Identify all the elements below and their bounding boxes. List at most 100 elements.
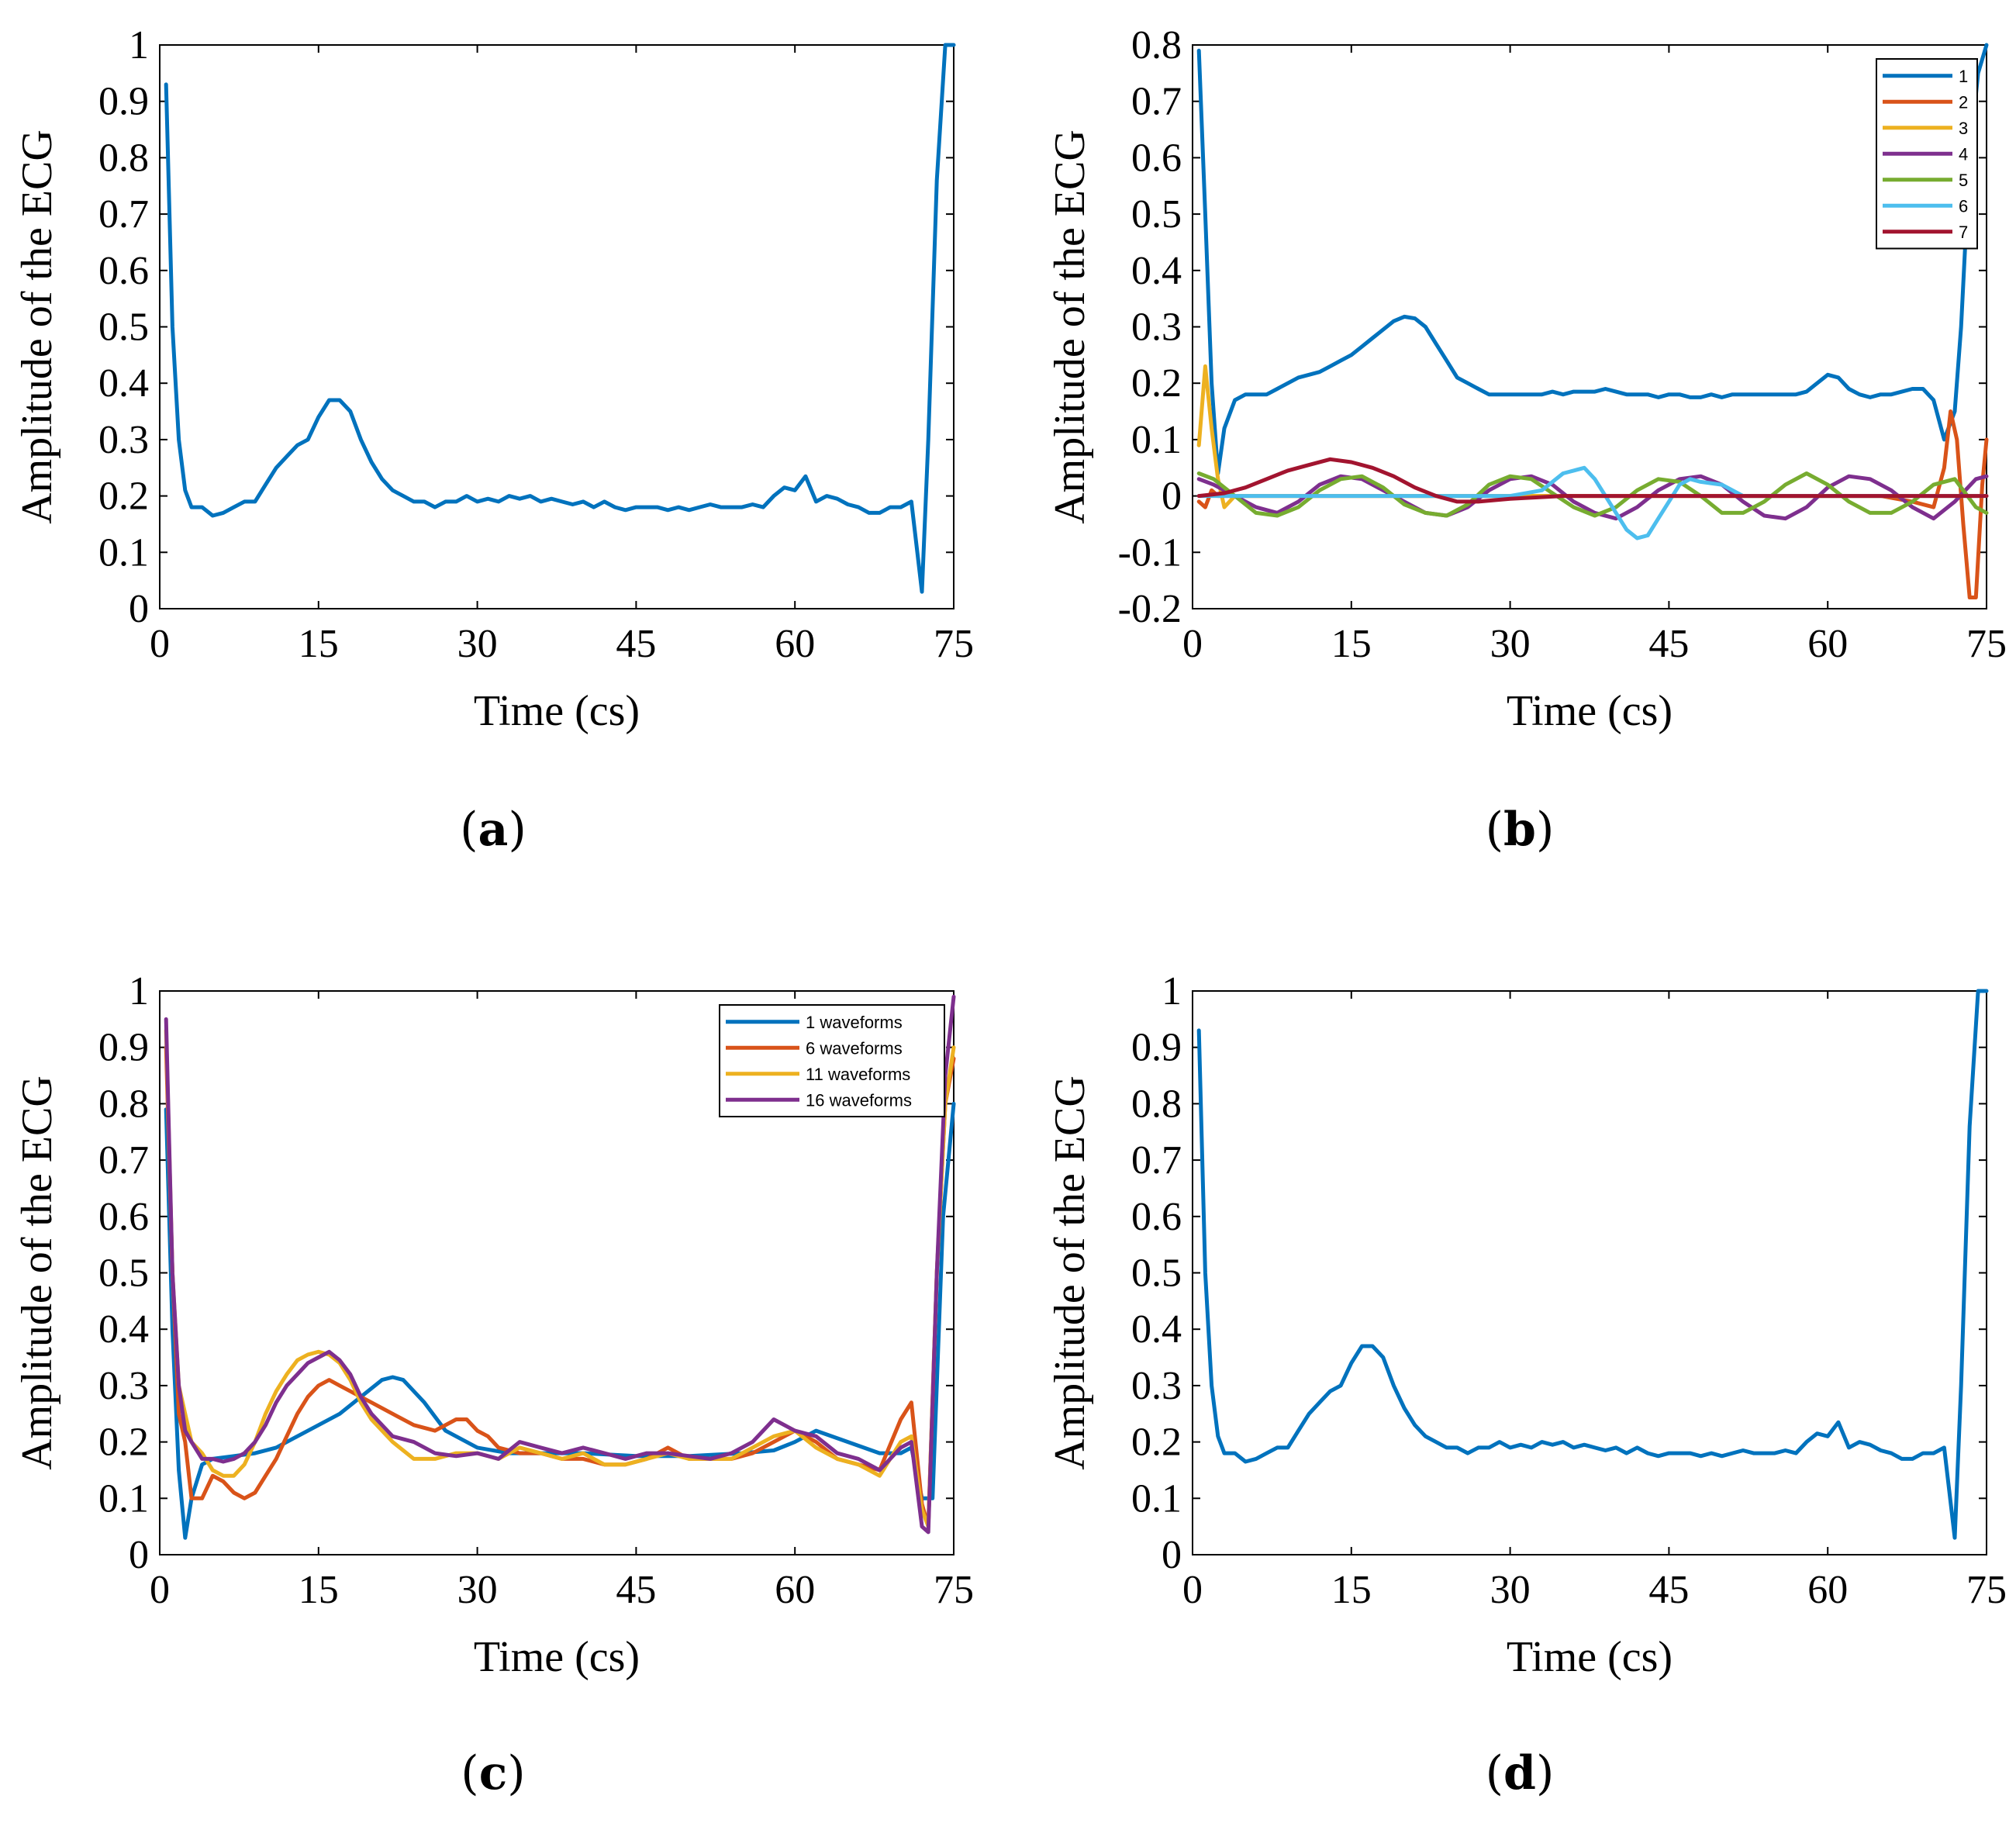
chart-b-legend-label-3: 3 bbox=[1959, 119, 1968, 138]
chart-d-ytick-label: 0.6 bbox=[1131, 1195, 1182, 1239]
chart-b-ytick-label: 0 bbox=[1162, 475, 1182, 519]
chart-b-legend-label-4: 4 bbox=[1959, 144, 1968, 164]
chart-b-ytick-label: 0.2 bbox=[1131, 361, 1182, 406]
chart-b-series-line-7 bbox=[1196, 457, 1989, 504]
chart-c-series-line-1 bbox=[164, 1101, 956, 1540]
chart-b-ytick-label: 0.8 bbox=[1131, 23, 1182, 67]
chart-c-ytick-label: 0.3 bbox=[98, 1364, 149, 1408]
caption-c: (c) bbox=[461, 1746, 526, 1801]
chart-a-svg: 0 0.1 0.2 0.3 0.4 0.5 0.6 0.7 0.8 0.9 1 0 15 30 45 60 75… bbox=[13, 23, 974, 735]
chart-b-svg: -0.2-0.100.10.20.30.40.50.60.70.80 15 30 45… bbox=[1046, 23, 2007, 735]
chart-c-svg: 0 0.1 0.2 0.3 0.4 0.5 0.6 0.7 0.8 0.9 1 0 15 30 45 60 75… bbox=[13, 969, 974, 1681]
chart-c-xtick-label: 75 bbox=[934, 1568, 974, 1612]
chart-a-xtick-label: 45 bbox=[616, 622, 656, 666]
chart-d-ytick-label: 0.8 bbox=[1131, 1082, 1182, 1126]
chart-d-xtick-label: 15 bbox=[1331, 1568, 1372, 1612]
chart-d-ytick-label: 0.4 bbox=[1131, 1307, 1182, 1352]
chart-a-ytick-label: 0.2 bbox=[98, 475, 149, 519]
chart-d-ytick-label: 0.1 bbox=[1131, 1476, 1182, 1521]
chart-b-series-line-2 bbox=[1196, 409, 1989, 599]
chart-d-ytick-label: 0 bbox=[1162, 1533, 1182, 1577]
chart-a-ytick-label: 0 bbox=[129, 587, 149, 631]
chart-c-ytick-label: 0.5 bbox=[98, 1252, 149, 1296]
chart-b-ytick-label: -0.1 bbox=[1118, 530, 1182, 575]
chart-c-ytick-label: 0.1 bbox=[98, 1476, 149, 1521]
chart-b-xlabel: Time (cs) bbox=[1507, 687, 1673, 735]
chart-b-legend-label-5: 5 bbox=[1959, 171, 1968, 190]
caption-a: (a) bbox=[460, 803, 526, 857]
chart-c-legend-label-4: 16 waveforms bbox=[806, 1090, 912, 1110]
chart-c-xtick-label: 45 bbox=[616, 1568, 656, 1612]
caption-b: (b) bbox=[1485, 803, 1555, 857]
chart-d-ytick-label: 0.3 bbox=[1131, 1364, 1182, 1408]
chart-d-ytick-label: 0.5 bbox=[1131, 1252, 1182, 1296]
chart-a-ytick-label: 1 bbox=[129, 23, 149, 67]
chart-c-xtick-label: 60 bbox=[775, 1568, 815, 1612]
chart-c-xlabel: Time (cs) bbox=[474, 1633, 640, 1681]
chart-d-xlabel: Time (cs) bbox=[1507, 1633, 1673, 1681]
chart-b-xtick-label: 60 bbox=[1807, 622, 1848, 666]
chart-c-xtick-label: 30 bbox=[457, 1568, 498, 1612]
chart-d-ytick-label: 1 bbox=[1162, 969, 1182, 1013]
chart-b-ytick-label: 0.1 bbox=[1131, 418, 1182, 462]
chart-c-legend-label-1: 1 waveforms bbox=[806, 1013, 903, 1032]
chart-c-ytick-label: 0 bbox=[129, 1533, 149, 1577]
chart-a-ylabel: Amplitude of the ECG bbox=[13, 129, 61, 524]
chart-a-plot-frame bbox=[159, 44, 954, 609]
chart-c-xtick-label: 15 bbox=[299, 1568, 339, 1612]
chart-b-ytick-label: 0.5 bbox=[1131, 192, 1182, 237]
chart-c-ytick-label: 0.8 bbox=[98, 1082, 149, 1126]
chart-a-xtick-label: 0 bbox=[150, 622, 170, 666]
chart-c-ytick-label: 1 bbox=[129, 969, 149, 1013]
chart-b-xtick-label: 15 bbox=[1331, 622, 1372, 666]
chart-b-legend-label-1: 1 bbox=[1959, 67, 1968, 86]
chart-a-xtick-label: 75 bbox=[934, 622, 974, 666]
caption-d: (d) bbox=[1485, 1746, 1555, 1801]
chart-d-series-line-1 bbox=[1196, 989, 1989, 1540]
panel-a: 0 0.1 0.2 0.3 0.4 0.5 0.6 0.7 0.8 0.9 1 0 15 30 45 60 75… bbox=[0, 0, 1008, 861]
chart-c-series-line-4 bbox=[164, 994, 956, 1535]
chart-b-ytick-label: 0.6 bbox=[1131, 136, 1182, 180]
chart-d-xtick-label: 60 bbox=[1807, 1568, 1848, 1612]
chart-b-series-line-4 bbox=[1196, 474, 1989, 521]
chart-d-ytick-label: 0.2 bbox=[1131, 1421, 1182, 1465]
chart-d-ytick-label: 0.7 bbox=[1131, 1138, 1182, 1183]
chart-a-series-line-1 bbox=[164, 43, 956, 594]
chart-a-ytick-label: 0.8 bbox=[98, 136, 149, 180]
chart-b-xtick-label: 30 bbox=[1490, 622, 1531, 666]
panel-d: 0 0.1 0.2 0.3 0.4 0.5 0.6 0.7 0.8 0.9 1 0 15 30 45 60 75… bbox=[1031, 946, 2016, 1807]
chart-c-xtick-label: 0 bbox=[150, 1568, 170, 1612]
chart-b-series-line-5 bbox=[1196, 471, 1989, 518]
chart-b-xtick-label: 75 bbox=[1966, 622, 2007, 666]
chart-d-ytick-label: 0.9 bbox=[1131, 1026, 1182, 1070]
chart-a-ytick-label: 0.4 bbox=[98, 361, 149, 406]
chart-b-xtick-label: 45 bbox=[1648, 622, 1689, 666]
chart-d-xtick-label: 0 bbox=[1182, 1568, 1203, 1612]
chart-c-ytick-label: 0.2 bbox=[98, 1421, 149, 1465]
chart-b-legend-label-6: 6 bbox=[1959, 196, 1968, 216]
chart-b-ytick-label: 0.3 bbox=[1131, 306, 1182, 350]
chart-b-legend-label-7: 7 bbox=[1959, 223, 1968, 242]
chart-a-ytick-label: 0.5 bbox=[98, 306, 149, 350]
chart-d-xtick-label: 45 bbox=[1648, 1568, 1689, 1612]
chart-a-xtick-label: 30 bbox=[457, 622, 498, 666]
chart-b-ytick-label: 0.7 bbox=[1131, 80, 1182, 124]
chart-a-xtick-label: 15 bbox=[299, 622, 339, 666]
panel-c: 0 0.1 0.2 0.3 0.4 0.5 0.6 0.7 0.8 0.9 1 0 15 30 45 60 75… bbox=[0, 946, 1008, 1807]
chart-b-ytick-label: 0.4 bbox=[1131, 249, 1182, 293]
chart-c-ylabel: Amplitude of the ECG bbox=[13, 1076, 61, 1470]
chart-a-ytick-label: 0.1 bbox=[98, 530, 149, 575]
chart-a-xtick-label: 60 bbox=[775, 622, 815, 666]
chart-b-series-line-1 bbox=[1196, 43, 1989, 475]
chart-a-ytick-label: 0.9 bbox=[98, 80, 149, 124]
chart-b-plot-frame bbox=[1192, 44, 1987, 609]
chart-a-ytick-label: 0.3 bbox=[98, 418, 149, 462]
chart-b-ylabel: Amplitude of the ECG bbox=[1046, 129, 1094, 524]
chart-d-plot-frame bbox=[1192, 990, 1987, 1555]
chart-c-ytick-label: 0.9 bbox=[98, 1026, 149, 1070]
chart-b-legend-label-2: 2 bbox=[1959, 92, 1968, 112]
chart-c-legend-label-2: 6 waveforms bbox=[806, 1038, 903, 1058]
chart-b-ytick-label: -0.2 bbox=[1118, 587, 1182, 631]
chart-c-ytick-label: 0.6 bbox=[98, 1195, 149, 1239]
